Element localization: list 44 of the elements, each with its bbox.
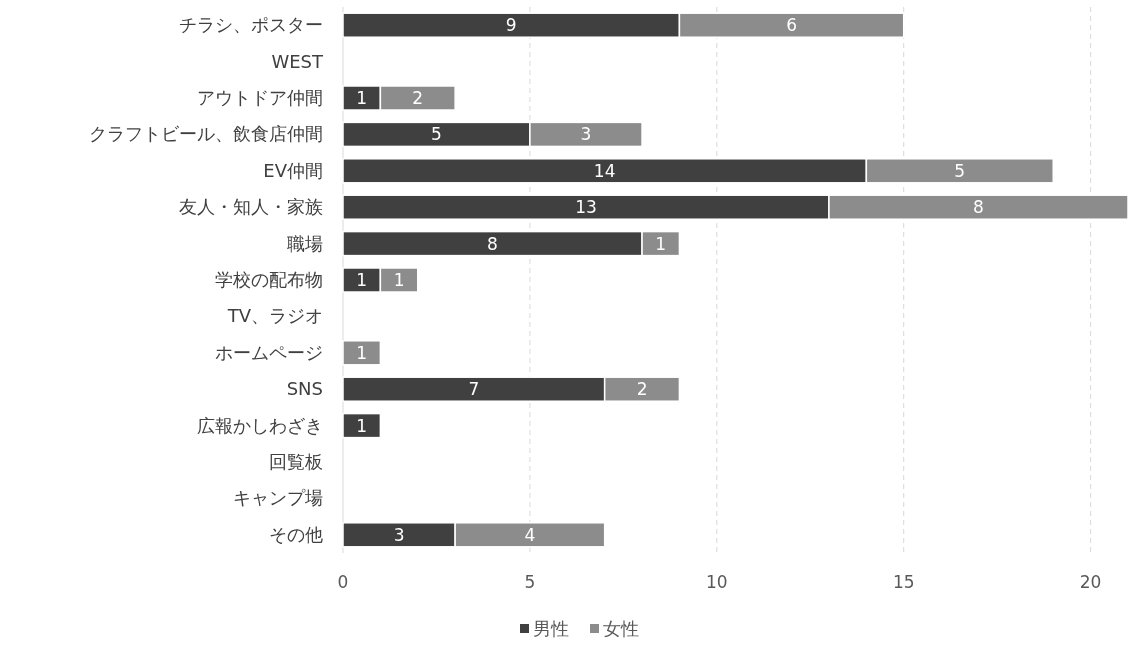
x-tick-label: 0 xyxy=(337,572,349,592)
data-label: 1 xyxy=(356,270,368,290)
data-label: 13 xyxy=(575,197,597,218)
y-tick-label: ホームページ xyxy=(215,341,323,363)
y-tick-label: キャンプ場 xyxy=(233,487,323,509)
y-tick-label: 広報かしわざき xyxy=(197,414,323,436)
y-tick-label: 友人・知人・家族 xyxy=(179,196,323,218)
data-label: 8 xyxy=(973,197,984,218)
y-tick-label: アウトドア仲間 xyxy=(197,87,323,108)
x-tick-label: 15 xyxy=(892,572,915,592)
data-label: 2 xyxy=(636,379,648,400)
bar xyxy=(342,412,382,439)
data-label: 5 xyxy=(431,124,442,145)
bar xyxy=(342,340,382,366)
y-tick-label: チラシ、ポスター xyxy=(179,14,323,36)
data-label: 2 xyxy=(412,88,424,108)
data-label: 4 xyxy=(524,524,536,545)
y-tick-label: 回覧板 xyxy=(269,451,323,472)
y-tick-label: SNS xyxy=(286,378,323,400)
y-tick-label: クラフトビール、飲食店仲間 xyxy=(89,123,323,145)
x-tick-label: 10 xyxy=(705,572,728,592)
data-label: 1 xyxy=(655,233,667,254)
data-label: 3 xyxy=(393,524,405,545)
data-label: 3 xyxy=(580,124,592,145)
data-label: 5 xyxy=(954,160,966,181)
x-tick-label: 5 xyxy=(524,572,536,592)
y-tick-label: 職場 xyxy=(287,232,323,254)
legend-label: 男性 xyxy=(533,618,569,639)
data-label: 1 xyxy=(356,342,368,363)
y-tick-label: WEST xyxy=(271,50,324,72)
data-label: 1 xyxy=(356,88,368,108)
y-tick-label: 学校の配布物 xyxy=(215,269,323,290)
data-label: 14 xyxy=(593,160,616,181)
data-label: 7 xyxy=(468,379,480,400)
legend-label: 女性 xyxy=(603,618,639,639)
data-label: 1 xyxy=(356,415,368,436)
x-tick-label: 20 xyxy=(1079,572,1102,592)
data-label: 6 xyxy=(786,15,797,36)
y-tick-label: TV、ラジオ xyxy=(226,305,323,327)
y-tick-label: EV仲間 xyxy=(263,159,323,181)
y-tick-label: その他 xyxy=(269,523,323,545)
data-label: 9 xyxy=(505,15,517,36)
data-label: 1 xyxy=(393,270,405,290)
data-label: 8 xyxy=(487,233,498,254)
